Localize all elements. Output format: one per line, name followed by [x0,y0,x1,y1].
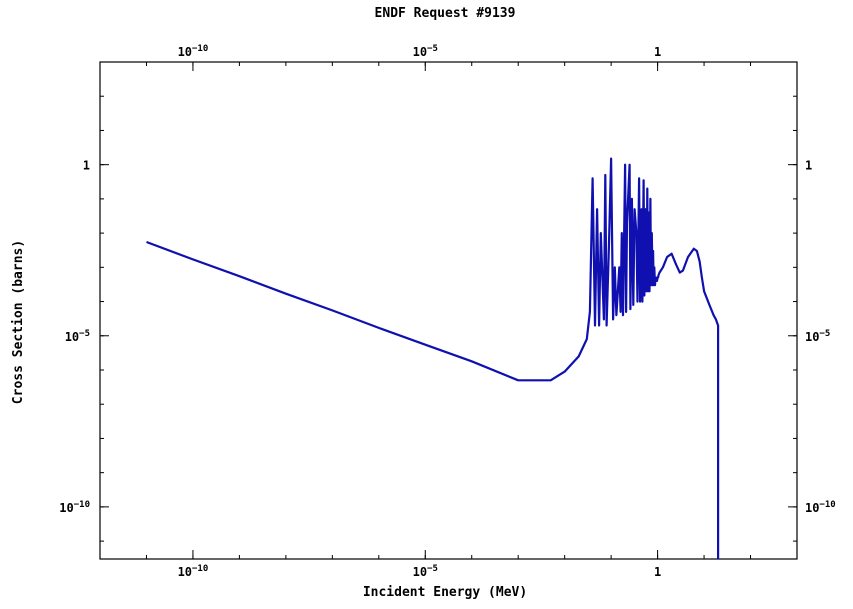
axis-ticks: 10−10 10−10 10−5 10−5 1 1 10−10 10−10 10−5 10−5 1 1 [59,44,835,579]
x-tick-label: 10−5 [413,564,438,579]
x-tick-label-top: 10−10 [178,44,209,59]
x-tick-label-top: 1 [654,45,661,59]
y-tick-label: 10−10 [59,500,90,515]
y-axis-label: Cross Section (barns) [11,240,26,404]
x-axis-label: Incident Energy (MeV) [363,585,527,600]
series-line-0 [146,157,720,559]
x-tick-label-top: 10−5 [413,44,438,59]
series-group [146,157,720,559]
y-tick-label-right: 1 [805,159,812,173]
chart-title: ENDF Request #9139 [375,6,516,21]
x-tick-label: 10−10 [178,564,209,579]
y-tick-label: 1 [83,159,90,173]
y-tick-label-right: 10−10 [805,500,836,515]
x-tick-label: 1 [654,565,661,579]
plot-frame [99,61,798,560]
y-tick-label: 10−5 [65,329,90,344]
y-tick-label-right: 10−5 [805,329,830,344]
